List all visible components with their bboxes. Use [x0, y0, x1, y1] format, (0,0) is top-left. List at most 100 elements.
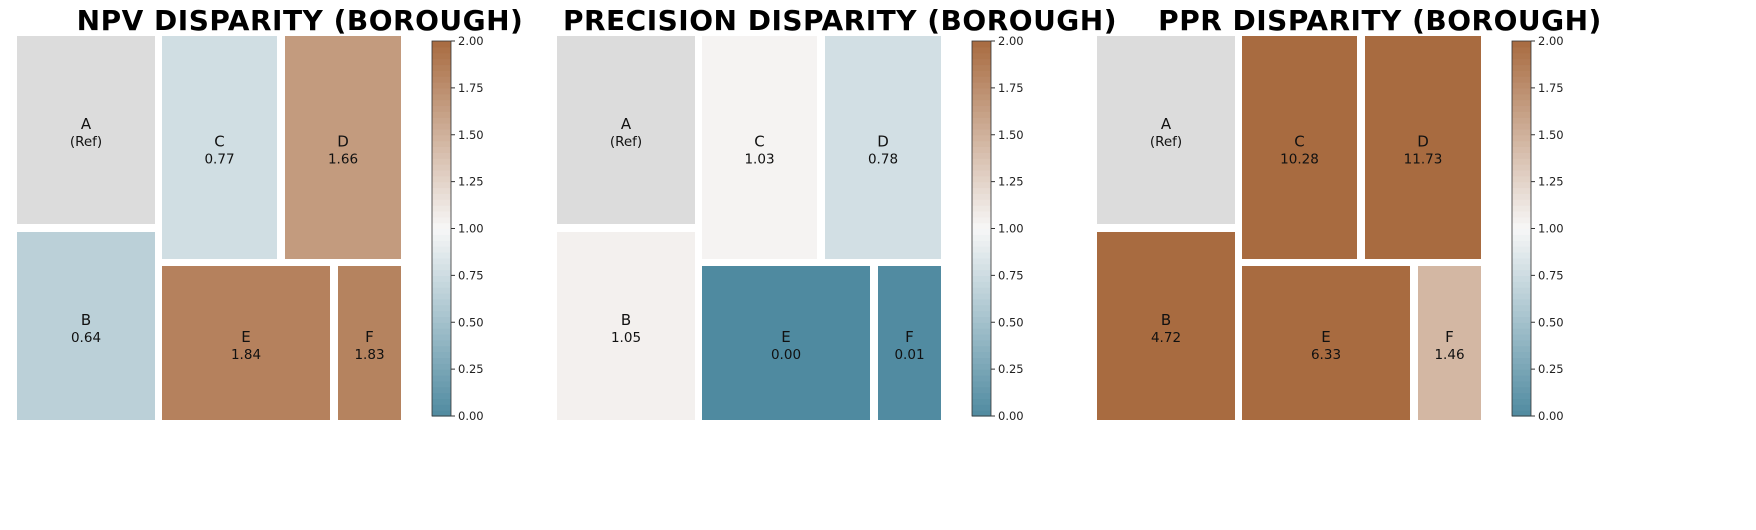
treemap-panel-ppr: PPR DISPARITY (BOROUGH) A (Ref) B 4.72 C 10.2…: [1080, 0, 1680, 500]
treemap-cell-c: [162, 36, 277, 259]
colorbar-band: [1512, 64, 1531, 71]
colorbar-tick-label: 1.25: [458, 175, 484, 189]
colorbar-tick-label: 1.75: [998, 81, 1024, 95]
colorbar-band: [972, 410, 991, 417]
colorbar-band: [432, 93, 451, 101]
colorbar-band: [972, 234, 991, 241]
colorbar-band: [432, 70, 451, 77]
colorbar-band: [1512, 404, 1531, 411]
colorbar-band: [1512, 351, 1531, 359]
cell-label: C: [1294, 133, 1304, 151]
colorbar-band: [432, 175, 451, 183]
colorbar-band: [432, 117, 451, 124]
colorbar-band: [432, 287, 451, 294]
colorbar-band: [972, 357, 991, 364]
colorbar-tick-label: 2.00: [998, 34, 1024, 48]
colorbar-band: [432, 152, 451, 159]
colorbar-tick-label: 0.25: [1538, 362, 1564, 376]
cell-label: D: [877, 133, 889, 151]
colorbar-band: [432, 234, 451, 241]
colorbar-band: [972, 82, 991, 89]
treemap-cell-a: [17, 36, 155, 224]
treemap-cell-e: [162, 266, 330, 420]
cell-label: F: [365, 328, 374, 346]
colorbar-band: [432, 392, 451, 400]
colorbar-band: [432, 210, 451, 218]
colorbar-band: [432, 46, 451, 54]
colorbar-band: [972, 169, 991, 177]
colorbar-band: [972, 316, 991, 323]
colorbar-band: [432, 263, 451, 271]
colorbar-band: [1512, 99, 1531, 107]
cell-label: D: [1417, 133, 1429, 151]
colorbar-band: [432, 251, 451, 259]
colorbar-band: [1512, 310, 1531, 317]
colorbar-band: [1512, 363, 1531, 370]
colorbar-band: [432, 404, 451, 411]
colorbar-band: [432, 310, 451, 317]
colorbar-band: [1512, 175, 1531, 183]
colorbar-band: [1512, 128, 1531, 136]
colorbar-band: [972, 181, 991, 189]
colorbar-band: [432, 158, 451, 165]
colorbar-tick-label: 0.50: [1538, 315, 1564, 329]
colorbar-tick-label: 1.25: [1538, 175, 1564, 189]
colorbar-band: [972, 193, 991, 200]
colorbar-tick-label: 0.50: [998, 315, 1024, 329]
colorbar-band: [432, 216, 451, 224]
colorbar-band: [432, 82, 451, 89]
colorbar-band: [432, 105, 451, 112]
colorbar-band: [972, 205, 991, 212]
colorbar-band: [432, 257, 451, 265]
colorbar-tick-label: 1.75: [1538, 81, 1564, 95]
treemap-cell-b: [1097, 232, 1235, 420]
colorbar-band: [432, 292, 451, 300]
colorbar-band: [1512, 87, 1531, 95]
cell-label: B: [81, 311, 91, 329]
colorbar-band: [1512, 216, 1531, 224]
colorbar-band: [432, 386, 451, 394]
colorbar-tick-label: 1.50: [998, 128, 1024, 142]
treemap-cell-a: [1097, 36, 1235, 224]
colorbar-band: [972, 328, 991, 335]
colorbar-band: [972, 128, 991, 136]
colorbar-band: [1512, 111, 1531, 118]
panel-title: PRECISION DISPARITY (BOROUGH): [562, 4, 1118, 37]
colorbar-band: [972, 52, 991, 60]
colorbar-band: [972, 298, 991, 306]
cell-label: E: [241, 328, 250, 346]
colorbar-band: [432, 275, 451, 282]
colorbar-band: [972, 64, 991, 71]
colorbar-band: [972, 46, 991, 54]
cell-label: E: [1321, 328, 1330, 346]
colorbar-band: [432, 269, 451, 276]
cell-value: 1.84: [231, 347, 261, 363]
panel-title: NPV DISPARITY (BOROUGH): [76, 4, 524, 37]
colorbar-band: [432, 187, 451, 194]
colorbar-band: [432, 87, 451, 95]
colorbar-band: [972, 310, 991, 317]
colorbar-band: [432, 380, 451, 388]
treemap-chart-npv: A(Ref) B0.64 C0.77 D1.66 E1.84 F1.83 0.00 0.25 0…: [17, 34, 484, 423]
cell-value: 11.73: [1404, 152, 1443, 168]
colorbar-band: [432, 199, 451, 206]
colorbar-tick-label: 1.00: [458, 222, 484, 236]
cell-label: B: [621, 311, 631, 329]
colorbar-tick-label: 0.75: [998, 268, 1024, 282]
treemap-cell-f: [1418, 266, 1481, 420]
treemap-cell-e: [1242, 266, 1410, 420]
colorbar-band: [972, 269, 991, 276]
colorbar-band: [432, 205, 451, 212]
colorbar-band: [432, 146, 451, 153]
colorbar-band: [432, 111, 451, 118]
colorbar-band: [432, 164, 451, 171]
treemap-cell-f: [338, 266, 401, 420]
cell-value: 0.01: [894, 347, 924, 363]
colorbar-tick-label: 0.75: [1538, 268, 1564, 282]
treemap-cell-f: [878, 266, 941, 420]
colorbar-band: [1512, 152, 1531, 159]
cell-value: 6.33: [1311, 347, 1341, 363]
colorbar-band: [972, 287, 991, 294]
treemap-chart-precision: A(Ref)B1.05C1.03D0.78E0.00F0.010.000.250…: [557, 34, 1024, 423]
colorbar-band: [972, 164, 991, 171]
